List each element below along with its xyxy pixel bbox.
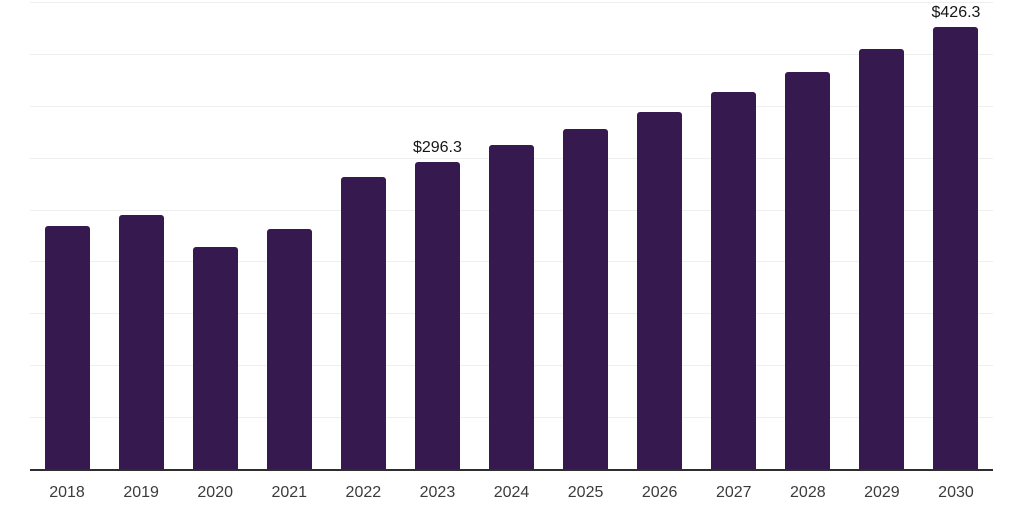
bar-2026	[637, 112, 683, 469]
plot-area: $296.3 $426.3	[30, 0, 993, 471]
x-tick-label-2024: 2024	[493, 484, 530, 501]
bar-slot-2023: $296.3	[400, 0, 474, 469]
bar-2018	[44, 226, 90, 469]
bar-2022	[340, 177, 386, 469]
gridline-y-450	[30, 2, 993, 3]
bar-2028	[785, 71, 831, 469]
bar-slot-2024	[474, 0, 548, 469]
data-label-2023: $296.3	[412, 138, 462, 156]
x-tick-label-2028: 2028	[790, 484, 826, 501]
bar-slot-2028	[771, 0, 845, 469]
bar-slot-2029	[845, 0, 919, 469]
bar-2021	[266, 229, 312, 469]
bar-2029	[859, 49, 905, 469]
bar-slot-2020	[178, 0, 252, 469]
bars-container: $296.3 $426.3	[30, 0, 993, 469]
bar-2023	[414, 161, 460, 469]
x-tick-label-2026: 2026	[641, 484, 678, 501]
bar-2024	[489, 145, 534, 469]
x-tick-label-2025: 2025	[567, 484, 604, 501]
x-axis-labels: 2018 2019 2020 2021 2022 2023 2024 2025 2026 2027…	[30, 471, 993, 502]
gridline-y-400	[30, 53, 993, 55]
data-label-2030: $426.3	[931, 3, 981, 21]
bar-slot-2025	[549, 0, 623, 469]
bar-slot-2022	[326, 0, 400, 469]
bar-slot-2021	[252, 0, 326, 469]
bar-2030	[933, 26, 979, 469]
x-tick-label-2027: 2027	[715, 484, 752, 501]
x-tick-label-2021: 2021	[271, 484, 308, 501]
bar-2019	[118, 214, 164, 469]
bar-2020	[192, 246, 238, 469]
bar-2025	[563, 129, 609, 469]
gridline-y-350	[30, 105, 993, 107]
x-tick-label-2019: 2019	[123, 484, 159, 501]
x-tick-label-2022: 2022	[345, 484, 382, 501]
x-tick-label-2029: 2029	[864, 484, 900, 501]
bar-slot-2019	[104, 0, 178, 469]
x-tick-label-2018: 2018	[49, 484, 85, 501]
bar-2027	[711, 92, 757, 469]
bar-slot-2018	[30, 0, 104, 469]
bar-slot-2030: $426.3	[919, 0, 993, 469]
bar-slot-2026	[623, 0, 697, 469]
x-tick-label-2020: 2020	[197, 484, 233, 501]
bar-slot-2027	[697, 0, 771, 469]
x-tick-label-2030: 2030	[938, 484, 974, 501]
x-tick-label-2023: 2023	[419, 484, 456, 501]
